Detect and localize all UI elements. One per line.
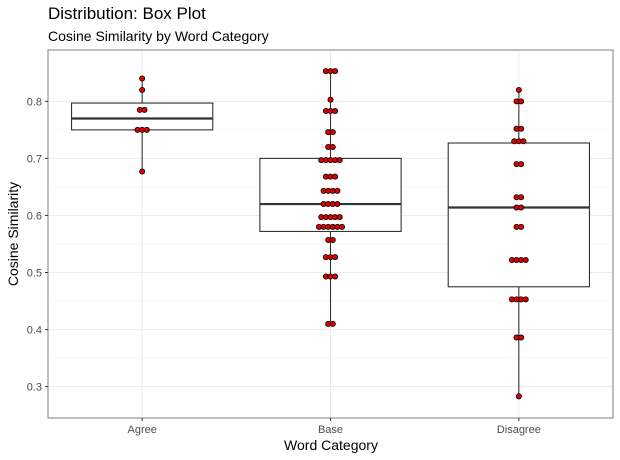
- data-point: [327, 96, 334, 103]
- data-point: [338, 223, 345, 230]
- data-point: [515, 393, 522, 400]
- box-iqr: [259, 157, 402, 232]
- data-point: [334, 187, 341, 194]
- data-point: [332, 108, 339, 115]
- data-point: [139, 168, 146, 175]
- data-point: [332, 68, 339, 75]
- data-point: [329, 129, 336, 136]
- data-point: [334, 201, 341, 208]
- data-point: [515, 86, 522, 93]
- data-point: [522, 256, 529, 263]
- y-tick-label: 0.5: [27, 268, 42, 280]
- data-point: [329, 143, 336, 150]
- data-point: [141, 106, 148, 113]
- y-tick-label: 0.6: [27, 210, 42, 222]
- x-tick-label: Disagree: [497, 424, 541, 436]
- data-point: [143, 126, 150, 133]
- data-point: [332, 273, 339, 280]
- x-axis-title: Word Category: [284, 437, 378, 453]
- chart-title: Distribution: Box Plot: [48, 4, 206, 23]
- points-layer: [47, 49, 614, 419]
- box-agree: [70, 78, 214, 172]
- data-point: [332, 173, 339, 180]
- data-point: [518, 204, 525, 211]
- box-disagree: [447, 89, 591, 397]
- data-point: [518, 223, 525, 230]
- data-point: [139, 75, 146, 82]
- y-tick-label: 0.3: [27, 382, 42, 394]
- data-point: [518, 98, 525, 105]
- box-iqr: [447, 142, 591, 288]
- y-tick-label: 0.8: [27, 96, 42, 108]
- boxes-layer: [70, 71, 591, 397]
- chart-subtitle: Cosine Similarity by Word Category: [48, 28, 269, 44]
- data-point: [139, 86, 146, 93]
- data-point: [332, 254, 339, 261]
- data-point: [522, 296, 529, 303]
- y-axis-title: Cosine Similarity: [5, 182, 21, 286]
- data-point: [329, 320, 336, 327]
- x-tick-label: Agree: [127, 424, 156, 436]
- data-point: [336, 214, 343, 221]
- data-point: [520, 138, 527, 145]
- data-point: [518, 194, 525, 201]
- data-point: [329, 236, 336, 243]
- data-point: [518, 125, 525, 132]
- y-tick-label: 0.4: [27, 325, 42, 337]
- box-iqr: [70, 102, 214, 131]
- x-tick-label: Base: [318, 424, 343, 436]
- y-tick-label: 0.7: [27, 153, 42, 165]
- x-axis: Agree Base Disagree: [127, 418, 541, 436]
- data-point: [336, 157, 343, 164]
- y-axis: 0.3 0.4 0.5 0.6 0.7 0.8: [27, 96, 48, 394]
- data-point: [518, 161, 525, 168]
- data-point: [518, 334, 525, 341]
